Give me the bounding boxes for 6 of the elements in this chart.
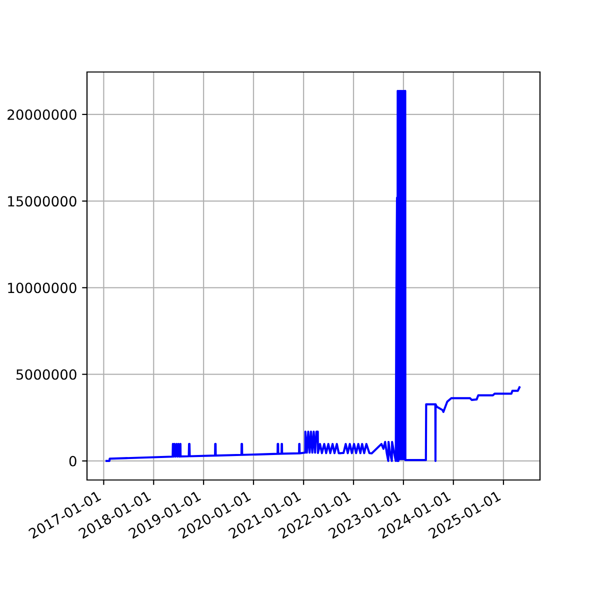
y-tick-label: 5000000: [16, 369, 76, 380]
line-series: [106, 90, 521, 462]
y-tick-label: 15000000: [8, 196, 76, 207]
y-tick-label: 0: [69, 456, 76, 466]
y-tick-label: 20000000: [8, 109, 76, 120]
y-tick-label: 10000000: [8, 282, 76, 294]
